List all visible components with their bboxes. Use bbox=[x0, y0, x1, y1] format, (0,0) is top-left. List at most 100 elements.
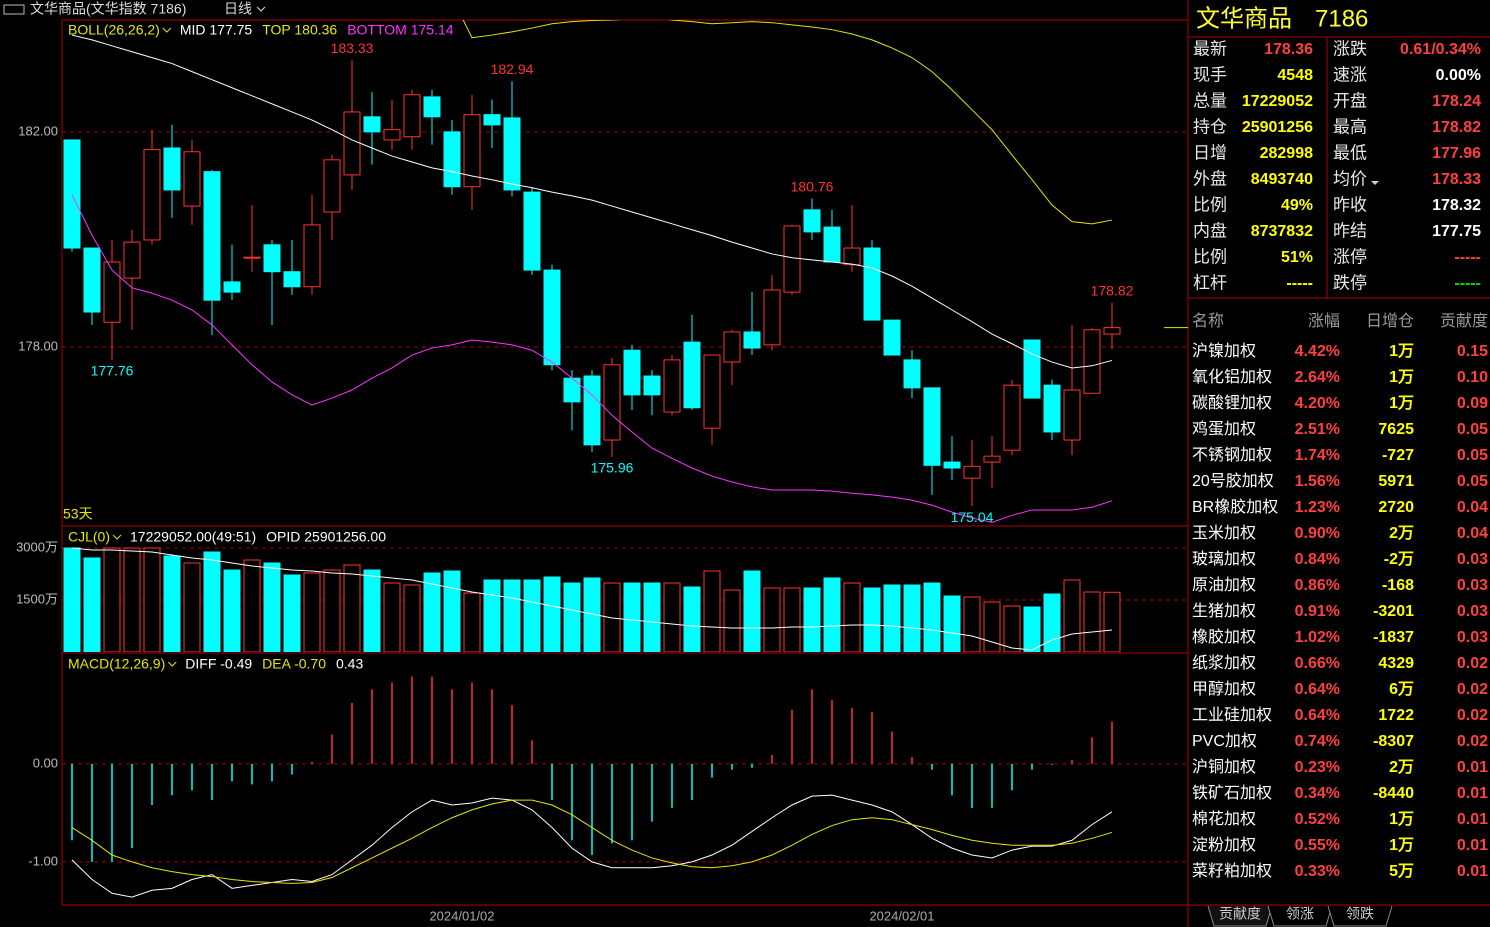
quote-value: 178.82 bbox=[1432, 119, 1481, 136]
table-cell: 0.01 bbox=[1457, 759, 1488, 776]
quote-label: 最低 bbox=[1333, 143, 1367, 162]
tab-shape[interactable] bbox=[1267, 905, 1333, 927]
table-cell: 原油加权 bbox=[1192, 576, 1256, 594]
legend-chevron[interactable] bbox=[167, 661, 177, 667]
quote-value: 178.24 bbox=[1432, 93, 1481, 110]
table-header[interactable]: 贡献度 bbox=[1440, 312, 1488, 330]
quote-value: 0.61/0.34% bbox=[1400, 41, 1481, 58]
indicator-line bbox=[71, 194, 1113, 523]
indicator-line bbox=[462, 20, 1113, 225]
table-cell: 1万 bbox=[1389, 343, 1414, 360]
volume-bar bbox=[1103, 591, 1121, 652]
quote-label: 现手 bbox=[1193, 65, 1227, 84]
candle-body bbox=[883, 319, 901, 356]
period-chevron[interactable] bbox=[256, 6, 266, 12]
table-cell: 1万 bbox=[1389, 811, 1414, 828]
volume-bar bbox=[403, 584, 421, 652]
table-cell: 沪铜加权 bbox=[1192, 758, 1256, 776]
indicator-legend: MID 177.75 bbox=[180, 22, 253, 38]
volume-bar bbox=[263, 562, 281, 652]
candle-body bbox=[203, 171, 221, 301]
table-header[interactable]: 日增仓 bbox=[1366, 312, 1414, 330]
table-cell: -8440 bbox=[1373, 785, 1414, 802]
y-tick-label: -1.00 bbox=[28, 853, 58, 868]
candle-body bbox=[1003, 384, 1021, 451]
quote-label: 昨结 bbox=[1333, 221, 1367, 240]
volume-bar bbox=[983, 601, 1001, 652]
candle-body bbox=[543, 269, 561, 366]
volume-bar bbox=[623, 582, 641, 652]
tab-shape[interactable] bbox=[1327, 905, 1393, 927]
legend-chevron[interactable] bbox=[162, 27, 172, 33]
indicator-legend[interactable]: BOLL(26,26,2) bbox=[68, 22, 160, 38]
table-cell: 4.20% bbox=[1295, 395, 1340, 412]
indicator-legend: TOP 180.36 bbox=[262, 22, 337, 38]
volume-bar bbox=[503, 579, 521, 652]
table-cell: 0.55% bbox=[1295, 837, 1340, 854]
volume-bar bbox=[563, 582, 581, 652]
quote-name: 文华商品 bbox=[1196, 5, 1292, 32]
table-cell: 4.42% bbox=[1295, 343, 1340, 360]
table-cell: 1万 bbox=[1389, 837, 1414, 854]
volume-bar bbox=[423, 572, 441, 652]
candle-body bbox=[1103, 327, 1121, 335]
candle-body bbox=[583, 375, 601, 446]
table-cell: 生猪加权 bbox=[1192, 602, 1256, 620]
indicator-legend[interactable]: CJL(0) bbox=[68, 529, 110, 545]
volume-bar bbox=[283, 574, 301, 652]
candle-body bbox=[223, 281, 241, 293]
table-cell: BR橡胶加权 bbox=[1192, 498, 1278, 516]
quote-label: 外盘 bbox=[1193, 169, 1227, 188]
candle-body bbox=[683, 341, 701, 409]
tab-label[interactable]: 贡献度 bbox=[1219, 906, 1261, 922]
period-selector[interactable]: 日线 bbox=[224, 1, 252, 17]
table-cell: 0.04 bbox=[1457, 525, 1488, 542]
legend-chevron[interactable] bbox=[112, 534, 122, 540]
table-cell: 0.02 bbox=[1457, 733, 1488, 750]
volume-bar bbox=[383, 582, 401, 652]
volume-bar bbox=[783, 587, 801, 652]
quote-value: 177.96 bbox=[1432, 145, 1481, 162]
candle-body bbox=[263, 244, 281, 273]
candle-body bbox=[723, 331, 741, 363]
candle-body bbox=[943, 461, 961, 469]
quote-label: 比例 bbox=[1193, 195, 1227, 214]
candle-body bbox=[163, 147, 181, 191]
volume-bar bbox=[763, 587, 781, 652]
table-cell: 0.34% bbox=[1295, 785, 1340, 802]
table-cell: 1.74% bbox=[1295, 447, 1340, 464]
table-header[interactable]: 涨幅 bbox=[1308, 312, 1340, 330]
candle-body bbox=[563, 377, 581, 403]
tab-label[interactable]: 领涨 bbox=[1286, 906, 1314, 922]
y-tick-label: 182.00 bbox=[18, 123, 58, 138]
indicator-legend: OPID 25901256.00 bbox=[266, 529, 386, 545]
menu-icon[interactable] bbox=[3, 4, 25, 15]
table-cell: 0.04 bbox=[1457, 499, 1488, 516]
quote-value: 178.32 bbox=[1432, 197, 1481, 214]
candle-body bbox=[243, 256, 261, 259]
quote-label: 日增 bbox=[1193, 143, 1227, 162]
table-header[interactable]: 名称 bbox=[1192, 312, 1224, 330]
y-tick-label: 3000万 bbox=[16, 539, 58, 554]
tab-label[interactable]: 领跌 bbox=[1346, 906, 1374, 922]
quote-label: 开盘 bbox=[1333, 91, 1367, 110]
indicator-legend[interactable]: MACD(12,26,9) bbox=[68, 656, 165, 672]
table-cell: 0.02 bbox=[1457, 655, 1488, 672]
table-cell: -168 bbox=[1382, 577, 1414, 594]
quote-label: 杠杆 bbox=[1193, 273, 1227, 292]
table-cell: 2720 bbox=[1378, 499, 1414, 516]
indicator-line bbox=[71, 547, 1113, 651]
day-count: 53天 bbox=[63, 506, 93, 522]
candle-body bbox=[643, 375, 661, 396]
volume-bar bbox=[923, 582, 941, 652]
table-cell: 0.10 bbox=[1457, 369, 1488, 386]
quote-dropdown[interactable] bbox=[1371, 181, 1379, 185]
table-cell: 1722 bbox=[1378, 707, 1414, 724]
indicator-legend: 17229052.00(49:51) bbox=[130, 529, 256, 545]
table-cell: 6万 bbox=[1389, 681, 1414, 698]
candle-body bbox=[63, 139, 81, 249]
table-cell: 1.23% bbox=[1295, 499, 1340, 516]
table-cell: 棉花加权 bbox=[1192, 810, 1256, 828]
table-cell: 不锈钢加权 bbox=[1192, 446, 1272, 464]
tab-shape[interactable] bbox=[1207, 905, 1273, 927]
